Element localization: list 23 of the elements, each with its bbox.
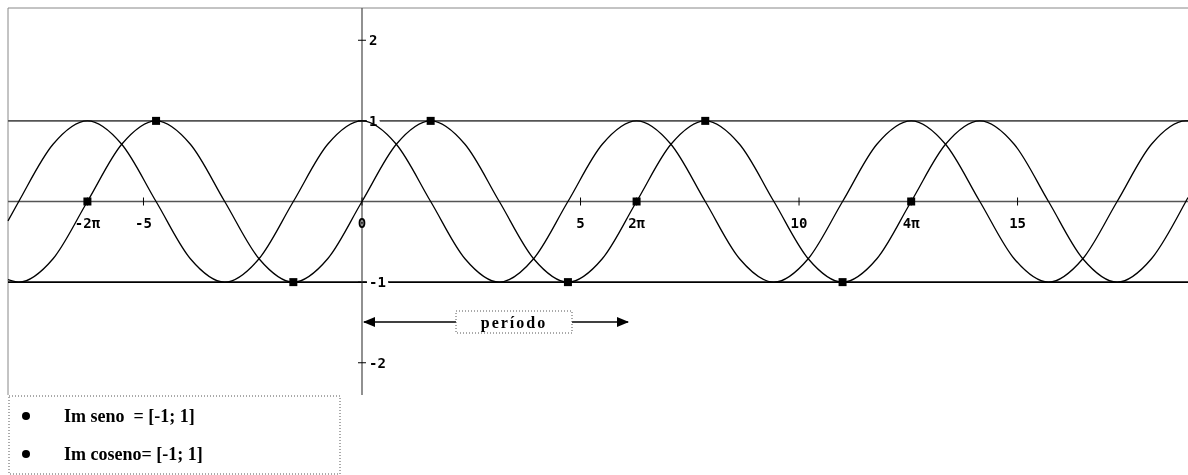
point <box>426 116 435 125</box>
y-tick-label: -2 <box>369 354 386 371</box>
point <box>83 197 92 206</box>
x-tick-label: 0 <box>357 214 367 231</box>
point <box>907 197 916 206</box>
point <box>632 197 641 206</box>
x-tick-label: 10 <box>790 214 808 231</box>
x-tick-label: 4π <box>902 214 921 231</box>
point <box>838 278 847 287</box>
x-tick-label: -2π <box>74 214 101 231</box>
x-tick-label: 15 <box>1009 214 1026 231</box>
point <box>563 278 572 287</box>
point <box>701 116 710 125</box>
x-tick-label: -5 <box>135 214 152 231</box>
point <box>152 116 161 125</box>
y-tick-label: 2 <box>369 32 378 49</box>
point <box>289 278 298 287</box>
y-tick-label: -1 <box>369 274 386 291</box>
text: Im seno = [-1; 1] <box>64 406 195 426</box>
x-tick-label: 2π <box>628 214 646 231</box>
x-tick-label: 5 <box>576 214 585 231</box>
annotation: período <box>480 314 548 332</box>
text: Im coseno= [-1; 1] <box>64 444 203 464</box>
